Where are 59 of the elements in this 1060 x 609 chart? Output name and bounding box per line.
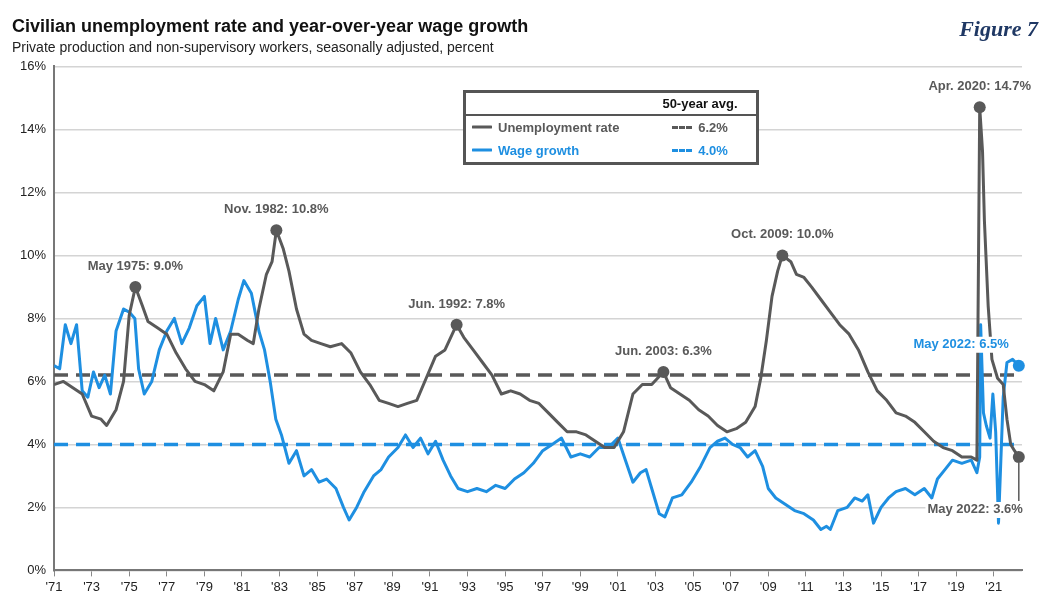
x-tick-label: '73 [83,578,101,594]
x-tick-label: '05 [684,578,702,594]
chart-title: Civilian unemployment rate and year-over-year wage growth [12,15,529,36]
x-tick-label: '21 [985,578,1003,594]
point [450,318,463,331]
x-tick-label: '79 [195,578,213,594]
x-tick-label: '71 [45,578,63,594]
point [1012,359,1025,372]
x-tick-label: '85 [308,578,326,594]
annotation: Nov. 1982: 10.8% [224,201,330,217]
annotation: May 2022: 6.5% [913,335,1010,351]
x-tick-label: '93 [459,578,476,594]
x-tick-label: '95 [496,578,514,594]
x-tick-label: '89 [383,578,401,594]
x-tick-label: '81 [233,578,251,594]
x-tick-label: '19 [947,578,965,594]
x-tick-label: '09 [759,578,777,594]
x-tick-label: '15 [872,578,890,594]
legend-label: 4.0% [698,143,728,158]
annotation: Oct. 2009: 10.0% [731,226,835,242]
legend-label: Unemployment rate [498,120,621,135]
x-tick-label: '91 [421,578,439,594]
x-tick-label: '83 [271,578,289,594]
x-tick-label: '87 [346,578,364,594]
point [776,249,789,262]
x-tick-label: '07 [722,578,740,594]
x-tick-label: '75 [120,578,138,594]
annotation: May 2022: 3.6% [927,501,1024,517]
y-tick-label: 8% [27,309,47,325]
chart-subtitle: Private production and non-supervisory workers, seasonally adjusted, percent [12,38,494,55]
y-tick-label: 10% [19,246,47,262]
annotation: May 1975: 9.0% [87,257,184,273]
y-tick-label: 14% [19,120,47,136]
x-tick-label: '03 [647,578,664,594]
x-tick-label: '97 [534,578,552,594]
legend-label: Wage growth [498,143,581,158]
x-tick-label: '01 [609,578,627,594]
x-tick-label: '13 [834,578,852,594]
x-tick-label: '11 [797,578,814,594]
annotation: Jun. 2003: 6.3% [614,343,713,359]
y-tick-label: 0% [27,561,47,577]
x-tick-label: '17 [910,578,928,594]
x-tick-label: '77 [158,578,176,594]
y-tick-label: 6% [27,372,47,388]
y-tick-label: 2% [27,498,47,514]
x-tick-label: '99 [571,578,589,594]
annotation: Jun. 1992: 7.8% [408,295,506,311]
y-tick-label: 16% [19,57,47,73]
y-tick-label: 4% [27,435,47,451]
legend-title: 50-year avg. [661,96,739,111]
y-tick-label: 12% [19,183,47,199]
point [657,365,670,378]
point [1012,451,1025,463]
point [973,101,986,114]
point [129,280,142,293]
caption: Figure 7 [959,16,1038,42]
annotation: Apr. 2020: 14.7% [928,78,1032,94]
point [270,224,283,237]
legend-label: 6.2% [698,120,728,135]
